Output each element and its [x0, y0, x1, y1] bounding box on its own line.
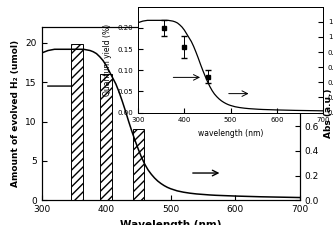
X-axis label: wavelength (nm): wavelength (nm) [198, 129, 263, 138]
Bar [100, 74, 112, 200]
Bar [71, 44, 83, 200]
Y-axis label: Quantum yield (%): Quantum yield (%) [103, 24, 112, 96]
Bar [133, 129, 144, 200]
Y-axis label: Abs (a.u.): Abs (a.u.) [324, 89, 333, 138]
X-axis label: Wavelength (nm): Wavelength (nm) [120, 220, 221, 225]
Y-axis label: Amount of evolved H₂ (umol): Amount of evolved H₂ (umol) [11, 40, 20, 187]
